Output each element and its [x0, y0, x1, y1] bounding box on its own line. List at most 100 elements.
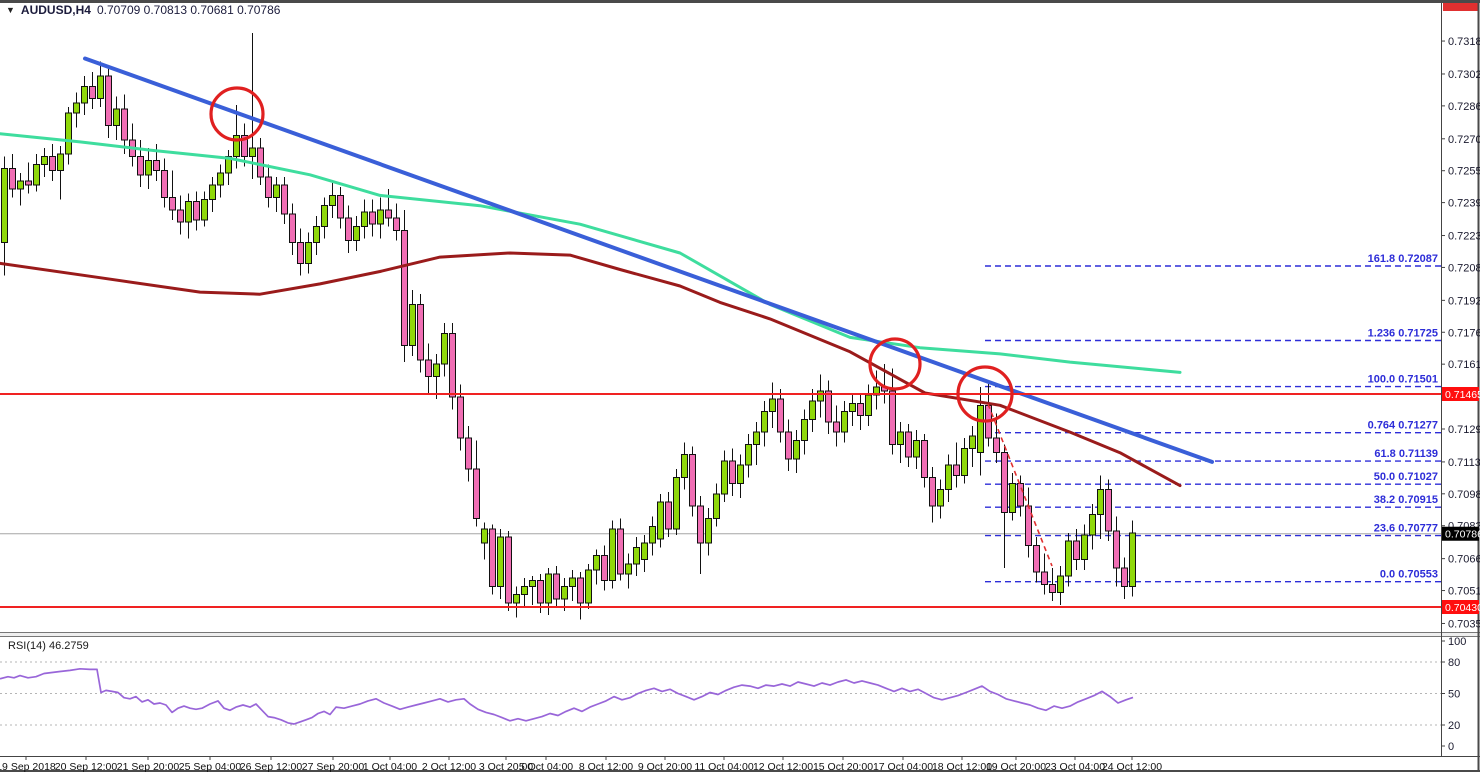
- fib-level-label: 0.764 0.71277: [1368, 420, 1438, 432]
- candle-body: [1065, 540, 1072, 577]
- fib-level-label: 1.236 0.71725: [1368, 327, 1438, 339]
- time-tick-label: 17 Oct 04:00: [873, 761, 933, 772]
- candle-body: [553, 573, 560, 600]
- candle-body: [417, 303, 424, 361]
- rsi-tick-label: 50: [1448, 689, 1460, 701]
- price-tick-label: 0.70665: [1448, 554, 1480, 566]
- time-tick-label: 21 Sep 20:00: [117, 761, 180, 772]
- candle-body: [1049, 583, 1056, 594]
- chart-shift-marker[interactable]: [1443, 3, 1478, 11]
- candle-body: [841, 410, 848, 433]
- candle-body: [249, 147, 256, 157]
- time-tick-label: 5 Oct 04:00: [519, 761, 573, 772]
- time-tick-label: 3 Oct 20:00: [479, 761, 533, 772]
- candle-body: [849, 402, 856, 412]
- candle-body: [657, 501, 664, 540]
- time-tick-label: 11 Oct 04:00: [694, 761, 754, 772]
- candle-body: [865, 394, 872, 417]
- candle-body: [705, 518, 712, 544]
- candle-body: [409, 303, 416, 347]
- fib-level-label: 0.0 0.70553: [1380, 569, 1438, 581]
- candle-body: [113, 108, 120, 126]
- rsi-tick-label: 0: [1448, 741, 1454, 753]
- candle-body: [49, 155, 56, 172]
- price-tag-label: 0.71465: [1445, 389, 1480, 401]
- pane-divider[interactable]: [0, 632, 1480, 637]
- chart-symbol-timeframe: AUDUSD,H4: [20, 3, 91, 17]
- candle-body: [889, 390, 896, 445]
- candle-body: [265, 176, 272, 198]
- candle-body: [601, 555, 608, 581]
- candle-body: [201, 199, 208, 221]
- candle-body: [281, 184, 288, 215]
- candles-layer: [1, 32, 1136, 620]
- candle-body: [241, 135, 248, 157]
- candle-body: [465, 437, 472, 470]
- candle-body: [289, 213, 296, 244]
- annotation-circle: [868, 337, 922, 391]
- price-tick-label: 0.72235: [1448, 231, 1480, 243]
- candle-body: [649, 526, 656, 544]
- candle-body: [473, 468, 480, 520]
- candle-body: [609, 528, 616, 581]
- rsi-pane[interactable]: [0, 661, 1441, 726]
- candle-body: [817, 390, 824, 402]
- rsi-axis[interactable]: 100 80 50 20 0: [1441, 636, 1466, 753]
- fib-level-label: 50.0 0.71027: [1374, 471, 1438, 483]
- price-tag-label: 0.70786: [1445, 529, 1480, 541]
- rsi-tick-label: 20: [1448, 720, 1460, 732]
- candle-body: [209, 184, 216, 201]
- candle-body: [121, 108, 128, 141]
- candle-body: [89, 85, 96, 100]
- candle-body: [489, 528, 496, 587]
- time-tick-label: 9 Oct 20:00: [638, 761, 692, 772]
- candle-body: [329, 194, 336, 207]
- candle-body: [257, 147, 264, 178]
- candle-body: [833, 421, 840, 433]
- time-tick-label: 20 Sep 12:00: [55, 761, 118, 772]
- candle-body: [1097, 489, 1104, 515]
- symbol-dropdown-icon[interactable]: ▼: [6, 5, 15, 15]
- window-bottom-border: [0, 770, 1480, 772]
- candle-body: [721, 460, 728, 495]
- rsi-value: 46.2759: [48, 640, 89, 652]
- candle-body: [1105, 489, 1112, 532]
- candle-body: [353, 225, 360, 242]
- candle-body: [145, 159, 152, 176]
- time-tick-label: 23 Oct 04:00: [1045, 761, 1105, 772]
- candle-body: [857, 402, 864, 417]
- candle-body: [57, 153, 64, 172]
- rsi-tick-label: 80: [1448, 657, 1460, 669]
- ma-slow-line: [0, 251, 1182, 488]
- candle-body: [433, 363, 440, 378]
- candle-body: [1089, 513, 1096, 536]
- candle-body: [81, 85, 88, 104]
- fib-level-label: 61.8 0.71139: [1374, 448, 1438, 460]
- candle-body: [177, 209, 184, 223]
- candle-body: [321, 205, 328, 227]
- candle-body: [25, 180, 32, 186]
- rsi-name: RSI(14): [8, 640, 46, 652]
- candle-body: [65, 112, 72, 155]
- candle-body: [737, 464, 744, 485]
- time-tick-label: 18 Oct 12:00: [932, 761, 992, 772]
- candle-body: [153, 159, 160, 172]
- candle-body: [873, 386, 880, 396]
- candle-body: [449, 332, 456, 398]
- candle-body: [929, 476, 936, 507]
- candle-body: [313, 225, 320, 244]
- candle-body: [617, 528, 624, 575]
- candle-body: [905, 431, 912, 458]
- candle-body: [529, 579, 536, 587]
- candle-body: [897, 431, 904, 445]
- candle-body: [937, 489, 944, 507]
- breakdown-dashed-line: [987, 403, 1053, 567]
